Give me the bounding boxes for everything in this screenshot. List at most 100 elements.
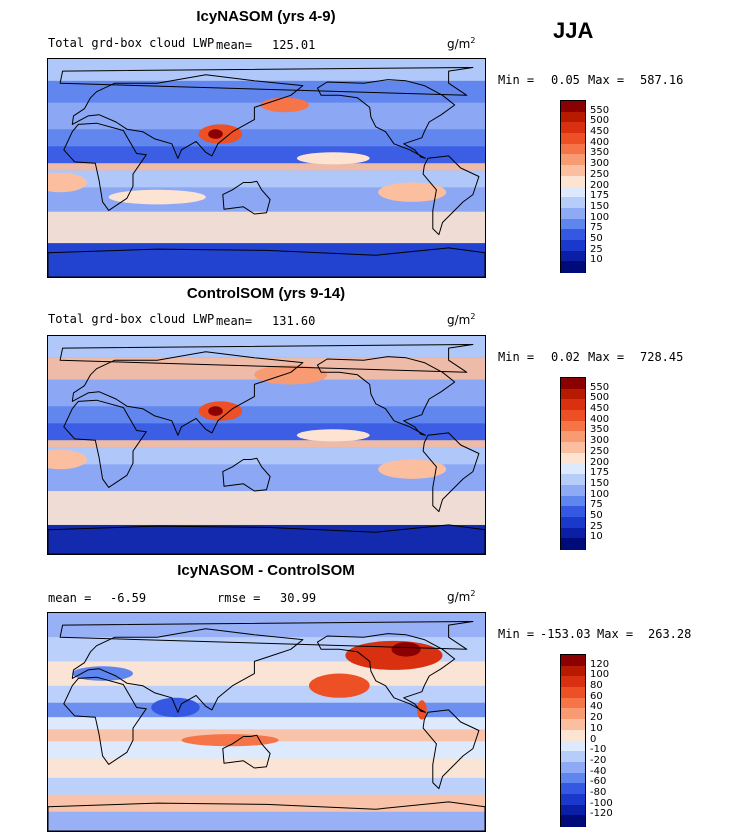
- colorbar-tick-label: 200: [590, 179, 610, 191]
- panel3-min-value: -153.03: [540, 627, 591, 641]
- colorbar-box: [561, 516, 585, 529]
- panel3-map: [47, 612, 486, 832]
- colorbar-tick-label: 550: [590, 104, 610, 116]
- colorbar-tick-label: 100: [590, 211, 610, 223]
- field-anomaly: [48, 449, 87, 470]
- coastline-australia: [222, 180, 271, 215]
- colorbar-tick-label: 500: [590, 392, 610, 404]
- colorbar-box: [561, 420, 585, 432]
- colorbar-tick-label: 100: [590, 488, 610, 500]
- field-anomaly: [260, 97, 309, 113]
- colorbar-tick-label: 75: [590, 222, 603, 234]
- colorbar-tick-label: 450: [590, 403, 610, 415]
- colorbar-tick-label: 350: [590, 147, 610, 159]
- coastline-antarctica: [48, 524, 485, 554]
- field-band: [48, 794, 485, 812]
- colorbar-tick-label: -80: [590, 786, 607, 798]
- field-band: [48, 729, 485, 742]
- colorbar-box: [561, 751, 585, 763]
- panel1-colorbar: [560, 100, 586, 273]
- colorbar-tick-label: 60: [590, 690, 603, 702]
- colorbar-box: [561, 218, 585, 230]
- colorbar-tick-label: 300: [590, 435, 610, 447]
- colorbar-box: [561, 452, 585, 464]
- colorbar-tick-label: 450: [590, 126, 610, 138]
- colorbar-box: [561, 261, 585, 273]
- coastline-samerica: [422, 155, 480, 236]
- colorbar-tick-label: -100: [590, 797, 613, 809]
- colorbar-box: [561, 143, 585, 155]
- coastline-africa: [63, 399, 147, 488]
- colorbar-box: [561, 708, 585, 720]
- field-anomaly: [208, 406, 223, 416]
- colorbar-box: [561, 399, 585, 411]
- colorbar-box: [561, 239, 585, 252]
- coastline-greenland: [59, 621, 474, 650]
- colorbar-box: [561, 101, 585, 113]
- coastline-namerica: [317, 79, 456, 159]
- colorbar-box: [561, 229, 585, 241]
- colorbar-tick-label: 175: [590, 190, 610, 202]
- colorbar-box: [561, 761, 585, 774]
- panel2-title: ControlSOM (yrs 9-14): [186, 285, 346, 302]
- colorbar-box: [561, 378, 585, 390]
- field-anomaly: [378, 459, 447, 479]
- coastline-samerica: [422, 709, 480, 790]
- panel2-max-value: 728.45: [640, 350, 684, 364]
- field-anomaly: [345, 640, 443, 670]
- colorbar-tick-label: 25: [590, 520, 603, 532]
- panel3-colorbar: [560, 654, 586, 827]
- field-band: [48, 243, 485, 277]
- colorbar-tick-label: 300: [590, 158, 610, 170]
- coastline-antarctica: [48, 247, 485, 277]
- coastline-africa: [63, 676, 147, 765]
- field-anomaly: [378, 182, 447, 202]
- panel3-max-value: 263.28: [648, 627, 692, 641]
- field-band: [48, 170, 485, 188]
- colorbar-tick-label: 500: [590, 115, 610, 127]
- colorbar-box: [561, 175, 585, 187]
- colorbar-box: [561, 527, 585, 539]
- colorbar-tick-label: 50: [590, 509, 603, 521]
- field-band: [48, 613, 485, 638]
- field-band: [48, 423, 485, 441]
- colorbar-tick-label: 10: [590, 722, 603, 734]
- panel2-colorbar: [560, 377, 586, 550]
- colorbar-tick-label: -10: [590, 744, 607, 756]
- panel3-rmse-label: rmse =: [217, 591, 261, 605]
- colorbar-tick-label: 550: [590, 381, 610, 393]
- panel2-map: [47, 335, 486, 555]
- colorbar-tick-label: 350: [590, 424, 610, 436]
- colorbar-tick-label: -60: [590, 776, 607, 788]
- colorbar-tick-label: 0: [590, 733, 597, 745]
- panel1-mean-label: mean=: [216, 38, 253, 52]
- coastline-australia: [222, 734, 271, 769]
- panel3-rmse-value: 30.99: [280, 591, 317, 605]
- panel1-min-value: 0.05: [551, 73, 580, 87]
- colorbar-tick-label: 10: [590, 254, 603, 266]
- field-band: [48, 406, 485, 424]
- colorbar-box: [561, 122, 585, 134]
- colorbar-tick-label: 100: [590, 669, 610, 681]
- field-band: [48, 59, 485, 81]
- panel3-max-label: Max =: [597, 627, 634, 641]
- colorbar-box: [561, 186, 585, 198]
- field-band: [48, 811, 485, 831]
- colorbar-box: [561, 197, 585, 209]
- colorbar-tick-label: 400: [590, 136, 610, 148]
- field-anomaly: [308, 673, 370, 698]
- panel3-min-label: Min =: [498, 627, 535, 641]
- colorbar-box: [561, 719, 585, 731]
- colorbar-box: [561, 133, 585, 145]
- field-band: [48, 524, 485, 554]
- colorbar-box: [561, 410, 585, 422]
- colorbar-tick-label: 25: [590, 243, 603, 255]
- field-anomaly: [108, 189, 206, 205]
- field-anomaly: [391, 642, 421, 657]
- colorbar-box: [561, 655, 585, 667]
- coastline-samerica: [422, 432, 480, 513]
- colorbar-tick-label: 50: [590, 232, 603, 244]
- panel2-map-graphic: [48, 336, 485, 554]
- colorbar-box: [561, 665, 585, 677]
- colorbar-tick-label: 150: [590, 477, 610, 489]
